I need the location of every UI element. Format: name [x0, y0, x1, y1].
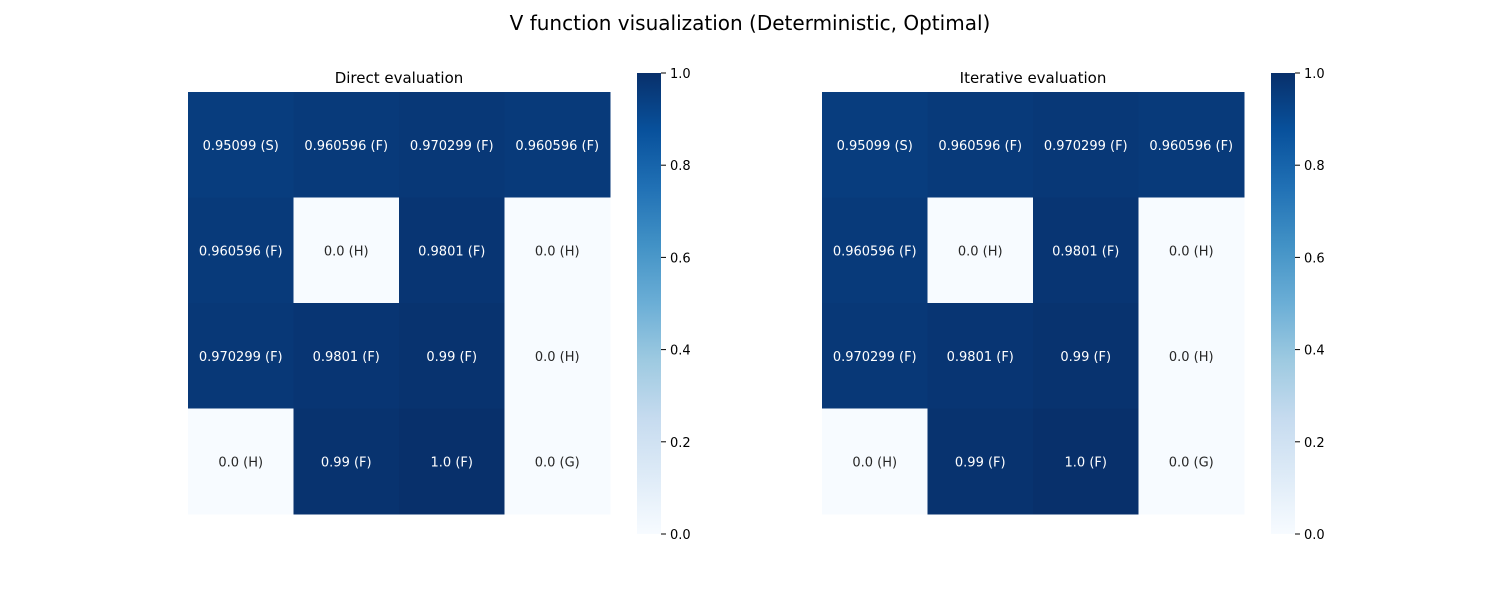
heatmap-cell: [504, 92, 611, 198]
cell-annotation: 0.960596 (F): [938, 139, 1022, 154]
cell-annotation: 0.95099 (S): [837, 139, 913, 154]
heatmap-panel-1: Iterative evaluation 0.95099 (S) 0.960596 …: [822, 67, 1325, 543]
cell-annotation: 0.9801 (F): [947, 350, 1014, 365]
cell-annotation: 0.9801 (F): [1052, 244, 1119, 259]
cell-annotation: 0.960596 (F): [515, 139, 599, 154]
colorbar-tick-label: 0.0: [670, 528, 691, 543]
heatmap-cell: [188, 408, 294, 515]
heatmap-cell: [822, 197, 928, 304]
heatmap-cell: [504, 197, 611, 304]
colorbar-tick-label: 0.8: [1304, 159, 1325, 174]
colorbar-tick-label: 0.0: [1304, 528, 1325, 543]
cell-annotation: 0.960596 (F): [199, 244, 283, 259]
cell-annotation: 0.0 (G): [1169, 455, 1214, 470]
cell-annotation: 0.0 (H): [535, 244, 580, 259]
colorbar-tick-label: 0.6: [670, 251, 691, 266]
cell-annotation: 0.0 (H): [852, 455, 897, 470]
heatmap-cell: [927, 408, 1034, 515]
colorbar-tick-label: 0.6: [1304, 251, 1325, 266]
cell-annotation: 0.970299 (F): [410, 139, 494, 154]
cell-annotation: 0.99 (F): [955, 455, 1006, 470]
colorbar-tick-label: 0.4: [670, 344, 691, 359]
heatmap-cell: [822, 303, 928, 409]
colorbar-tick-label: 1.0: [1304, 67, 1325, 82]
heatmap-cell: [188, 92, 294, 198]
cell-annotation: 0.0 (H): [1169, 350, 1214, 365]
cell-annotation: 1.0 (F): [431, 455, 473, 470]
heatmap-cell: [927, 92, 1034, 198]
colorbar-tick-label: 1.0: [670, 67, 691, 82]
heatmap-cell: [399, 303, 505, 409]
cell-annotation: 0.0 (H): [218, 455, 263, 470]
figure-title: V function visualization (Deterministic,…: [510, 11, 991, 35]
cell-annotation: 0.99 (F): [426, 350, 477, 365]
heatmap-cell: [1033, 408, 1139, 515]
heatmap-cell: [504, 303, 611, 409]
heatmap-cell: [1138, 197, 1245, 304]
cell-annotation: 0.970299 (F): [199, 350, 283, 365]
colorbar: [637, 73, 661, 534]
heatmap-cell: [927, 197, 1034, 304]
heatmap-cell: [399, 92, 505, 198]
heatmap-cell: [1138, 92, 1245, 198]
cell-annotation: 0.970299 (F): [1044, 139, 1128, 154]
cell-annotation: 0.99 (F): [321, 455, 372, 470]
heatmap-cell: [822, 408, 928, 515]
colorbar: [1271, 73, 1295, 534]
colorbar-tick-label: 0.8: [670, 159, 691, 174]
heatmap-cell: [293, 408, 400, 515]
cell-annotation: 0.0 (H): [535, 350, 580, 365]
heatmap-cell: [188, 303, 294, 409]
cell-annotation: 0.970299 (F): [833, 350, 917, 365]
cell-annotation: 0.9801 (F): [313, 350, 380, 365]
cell-annotation: 0.960596 (F): [304, 139, 388, 154]
heatmap-cell: [504, 408, 611, 515]
heatmap-panel-0: Direct evaluation 0.95099 (S) 0.960596 (F)…: [188, 67, 691, 543]
heatmap-cell: [927, 303, 1034, 409]
heatmap-cell: [188, 197, 294, 304]
heatmap-cell: [293, 197, 400, 304]
cell-annotation: 0.0 (G): [535, 455, 580, 470]
heatmap-cell: [1138, 408, 1245, 515]
cell-annotation: 0.95099 (S): [203, 139, 279, 154]
heatmap-cell: [1033, 303, 1139, 409]
heatmap-cell: [1033, 92, 1139, 198]
heatmap-cell: [822, 92, 928, 198]
cell-annotation: 0.0 (H): [1169, 244, 1214, 259]
heatmap-cell: [1138, 303, 1245, 409]
cell-annotation: 0.99 (F): [1060, 350, 1111, 365]
cell-annotation: 0.9801 (F): [418, 244, 485, 259]
colorbar-tick-label: 0.4: [1304, 344, 1325, 359]
cell-annotation: 0.960596 (F): [1149, 139, 1233, 154]
heatmap-cell: [399, 197, 505, 304]
heatmap-cell: [399, 408, 505, 515]
cell-annotation: 0.0 (H): [324, 244, 369, 259]
cell-annotation: 0.0 (H): [958, 244, 1003, 259]
axes-title: Direct evaluation: [335, 69, 464, 87]
heatmap-cell: [1033, 197, 1139, 304]
axes-title: Iterative evaluation: [960, 69, 1107, 87]
cell-annotation: 0.960596 (F): [833, 244, 917, 259]
heatmap-cell: [293, 92, 400, 198]
heatmap-cell: [293, 303, 400, 409]
colorbar-tick-label: 0.2: [1304, 436, 1325, 451]
colorbar-tick-label: 0.2: [670, 436, 691, 451]
cell-annotation: 1.0 (F): [1065, 455, 1107, 470]
